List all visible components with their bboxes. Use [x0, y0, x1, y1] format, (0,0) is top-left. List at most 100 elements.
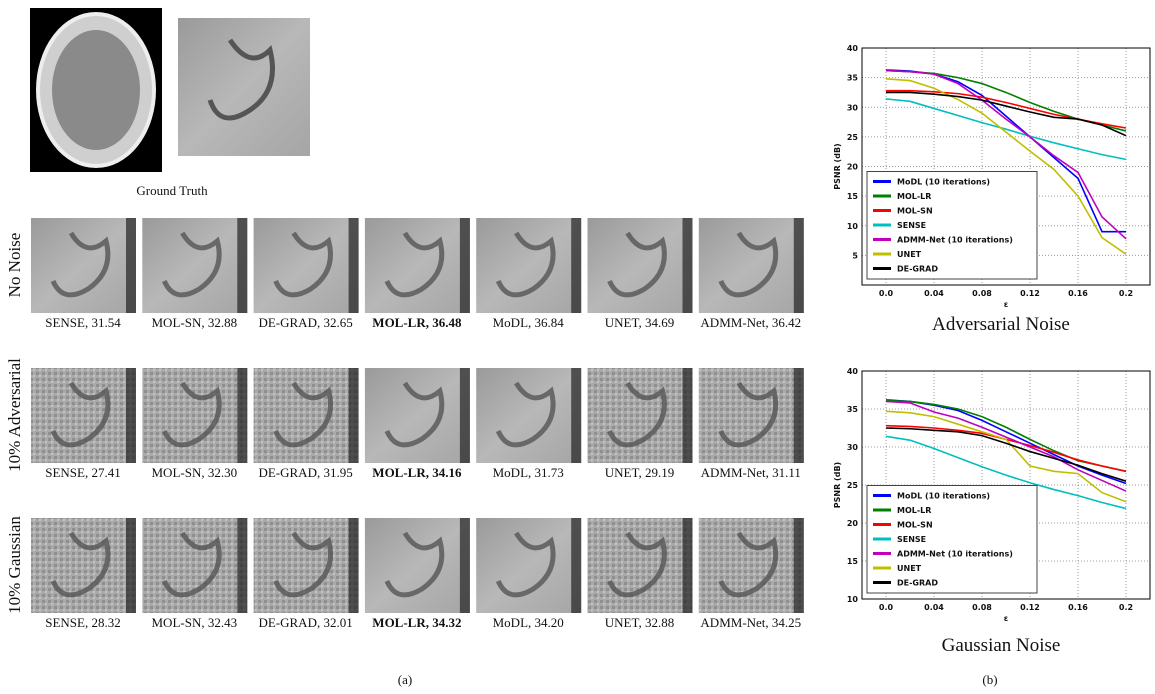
- caption: SENSE, 31.54: [45, 315, 121, 330]
- recon-edge: [459, 518, 470, 613]
- plot-frame: [861, 370, 1151, 600]
- x-tick-label: 0.08: [972, 603, 992, 612]
- recon-structure: [495, 231, 556, 298]
- recon-edge: [682, 518, 693, 613]
- y-tick-label: 20: [847, 519, 859, 528]
- recon-edge: [459, 218, 470, 313]
- recon-structure: [607, 531, 667, 598]
- recon-edge: [237, 218, 248, 313]
- recon-image: [31, 368, 136, 463]
- caption: MOL-LR, 34.32: [372, 615, 461, 630]
- x-tick-label: 0.12: [1020, 289, 1040, 298]
- legend-box: [866, 171, 1038, 280]
- y-tick-label: 30: [847, 443, 859, 452]
- recon-edge: [237, 518, 248, 613]
- caption: MOL-SN, 32.88: [152, 315, 238, 330]
- recon-edge: [682, 218, 693, 313]
- y-tick-label: 35: [847, 405, 859, 414]
- recon-image: [253, 218, 359, 313]
- recon-structure: [50, 531, 111, 598]
- recon-structure: [162, 231, 222, 298]
- recon-structure: [384, 531, 445, 598]
- series-line: [886, 91, 1127, 137]
- recon-edge: [571, 218, 582, 313]
- recon-image: [142, 518, 248, 613]
- recon-structure: [718, 231, 779, 298]
- ground-truth-label: Ground Truth: [136, 183, 208, 198]
- recon-edge: [793, 368, 804, 463]
- series-line: [885, 78, 1127, 255]
- recon-image: [476, 218, 582, 313]
- recon-structure: [607, 231, 667, 298]
- caption: UNET, 32.88: [605, 615, 674, 630]
- caption: UNET, 34.69: [605, 315, 674, 330]
- x-axis-label: ε: [1004, 614, 1008, 623]
- x-axis-label: ε: [1004, 300, 1008, 309]
- recon-structure: [495, 381, 556, 448]
- caption: MOL-SN, 32.43: [152, 615, 238, 630]
- recon-image: [364, 518, 470, 613]
- series-line: [885, 399, 1127, 485]
- legend-label: DE-GRAD: [897, 579, 938, 588]
- legend-label: SENSE: [897, 535, 926, 544]
- caption: DE-GRAD, 32.65: [258, 315, 352, 330]
- x-tick-label: 0.04: [924, 603, 944, 612]
- legend-label: DE-GRAD: [897, 265, 938, 274]
- recon-image: [364, 368, 470, 463]
- chart-title: Adversarial Noise: [932, 314, 1070, 335]
- recon-structure: [273, 531, 333, 598]
- recon-edge: [126, 518, 136, 613]
- recon-structure: [384, 231, 445, 298]
- y-tick-label: 40: [847, 367, 859, 376]
- legend-label: MOL-LR: [897, 192, 931, 201]
- recon-structure: [273, 381, 333, 448]
- legend-label: MOL-LR: [897, 506, 931, 515]
- recon-image: [587, 368, 693, 463]
- x-tick-label: 0.0: [879, 603, 894, 612]
- caption: MoDL, 36.84: [493, 315, 565, 330]
- plot-frame: [861, 47, 1151, 286]
- recon-edge: [237, 368, 248, 463]
- legend-label: MOL-SN: [897, 521, 933, 530]
- caption: UNET, 29.19: [605, 465, 674, 480]
- legend-label: SENSE: [897, 221, 926, 230]
- recon-image: [142, 368, 248, 463]
- x-tick-label: 0.12: [1020, 603, 1040, 612]
- recon-edge: [126, 368, 136, 463]
- recon-edge: [348, 368, 359, 463]
- y-tick-label: 5: [852, 251, 858, 260]
- x-tick-label: 0.2: [1119, 603, 1133, 612]
- series-line: [885, 427, 1127, 482]
- recon-structure: [718, 381, 779, 448]
- recon-structure: [273, 231, 333, 298]
- caption: ADMM-Net, 34.25: [700, 615, 801, 630]
- recon-edge: [793, 218, 804, 313]
- legend-label: MOL-SN: [897, 207, 933, 216]
- crop-image: [178, 18, 310, 156]
- recon-edge: [459, 368, 470, 463]
- y-axis-label: PSNR (dB): [833, 143, 842, 189]
- legend-label: ADMM-Net (10 iterations): [897, 550, 1013, 559]
- series-line: [885, 399, 1127, 473]
- legend-label: UNET: [897, 250, 922, 259]
- x-tick-label: 0.16: [1068, 289, 1088, 298]
- ground-truth-images: Ground Truth: [30, 8, 310, 198]
- recon-image: [698, 518, 804, 613]
- x-tick-label: 0.08: [972, 289, 992, 298]
- recon-structure: [50, 231, 111, 298]
- recon-structure: [718, 531, 779, 598]
- recon-edge: [348, 218, 359, 313]
- series-line: [885, 410, 1127, 503]
- recon-image: [476, 368, 582, 463]
- y-tick-label: 10: [847, 222, 859, 231]
- row-label: 10% Gaussian: [5, 516, 24, 614]
- caption: MOL-LR, 34.16: [372, 465, 462, 480]
- recon-edge: [793, 518, 804, 613]
- y-tick-label: 40: [847, 44, 859, 53]
- x-tick-label: 0.16: [1068, 603, 1088, 612]
- crop-structure: [207, 38, 275, 121]
- legend-label: UNET: [897, 564, 922, 573]
- caption: MOL-LR, 36.48: [372, 315, 462, 330]
- recon-image: [253, 368, 359, 463]
- y-tick-label: 20: [847, 163, 859, 172]
